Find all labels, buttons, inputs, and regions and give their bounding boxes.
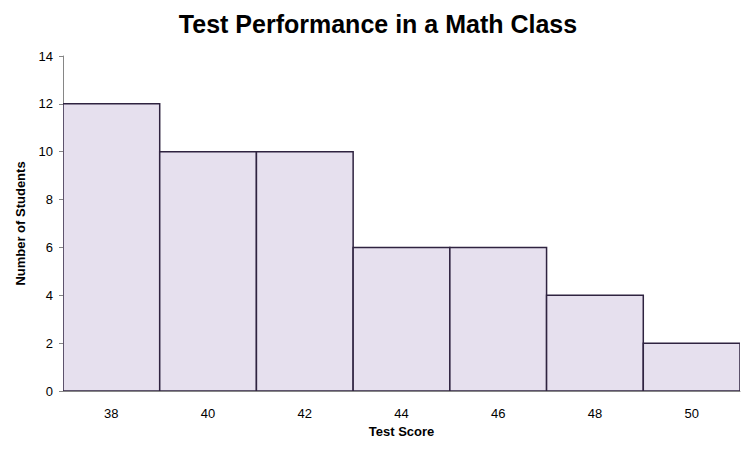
svg-text:6: 6 — [46, 240, 53, 255]
svg-text:48: 48 — [588, 406, 602, 421]
svg-text:42: 42 — [298, 406, 312, 421]
svg-text:2: 2 — [46, 336, 53, 351]
svg-text:38: 38 — [104, 406, 118, 421]
svg-text:50: 50 — [684, 406, 698, 421]
svg-text:14: 14 — [39, 49, 53, 64]
svg-text:44: 44 — [394, 406, 408, 421]
svg-text:46: 46 — [491, 406, 505, 421]
svg-text:Test Score: Test Score — [369, 424, 435, 439]
svg-text:40: 40 — [201, 406, 215, 421]
svg-text:12: 12 — [39, 96, 53, 111]
svg-text:0: 0 — [46, 384, 53, 399]
svg-text:10: 10 — [39, 144, 53, 159]
svg-text:Test Performance in a Math Cla: Test Performance in a Math Class — [179, 10, 577, 38]
svg-text:4: 4 — [46, 288, 53, 303]
svg-text:8: 8 — [46, 192, 53, 207]
svg-text:Number of Students: Number of Students — [13, 161, 28, 285]
